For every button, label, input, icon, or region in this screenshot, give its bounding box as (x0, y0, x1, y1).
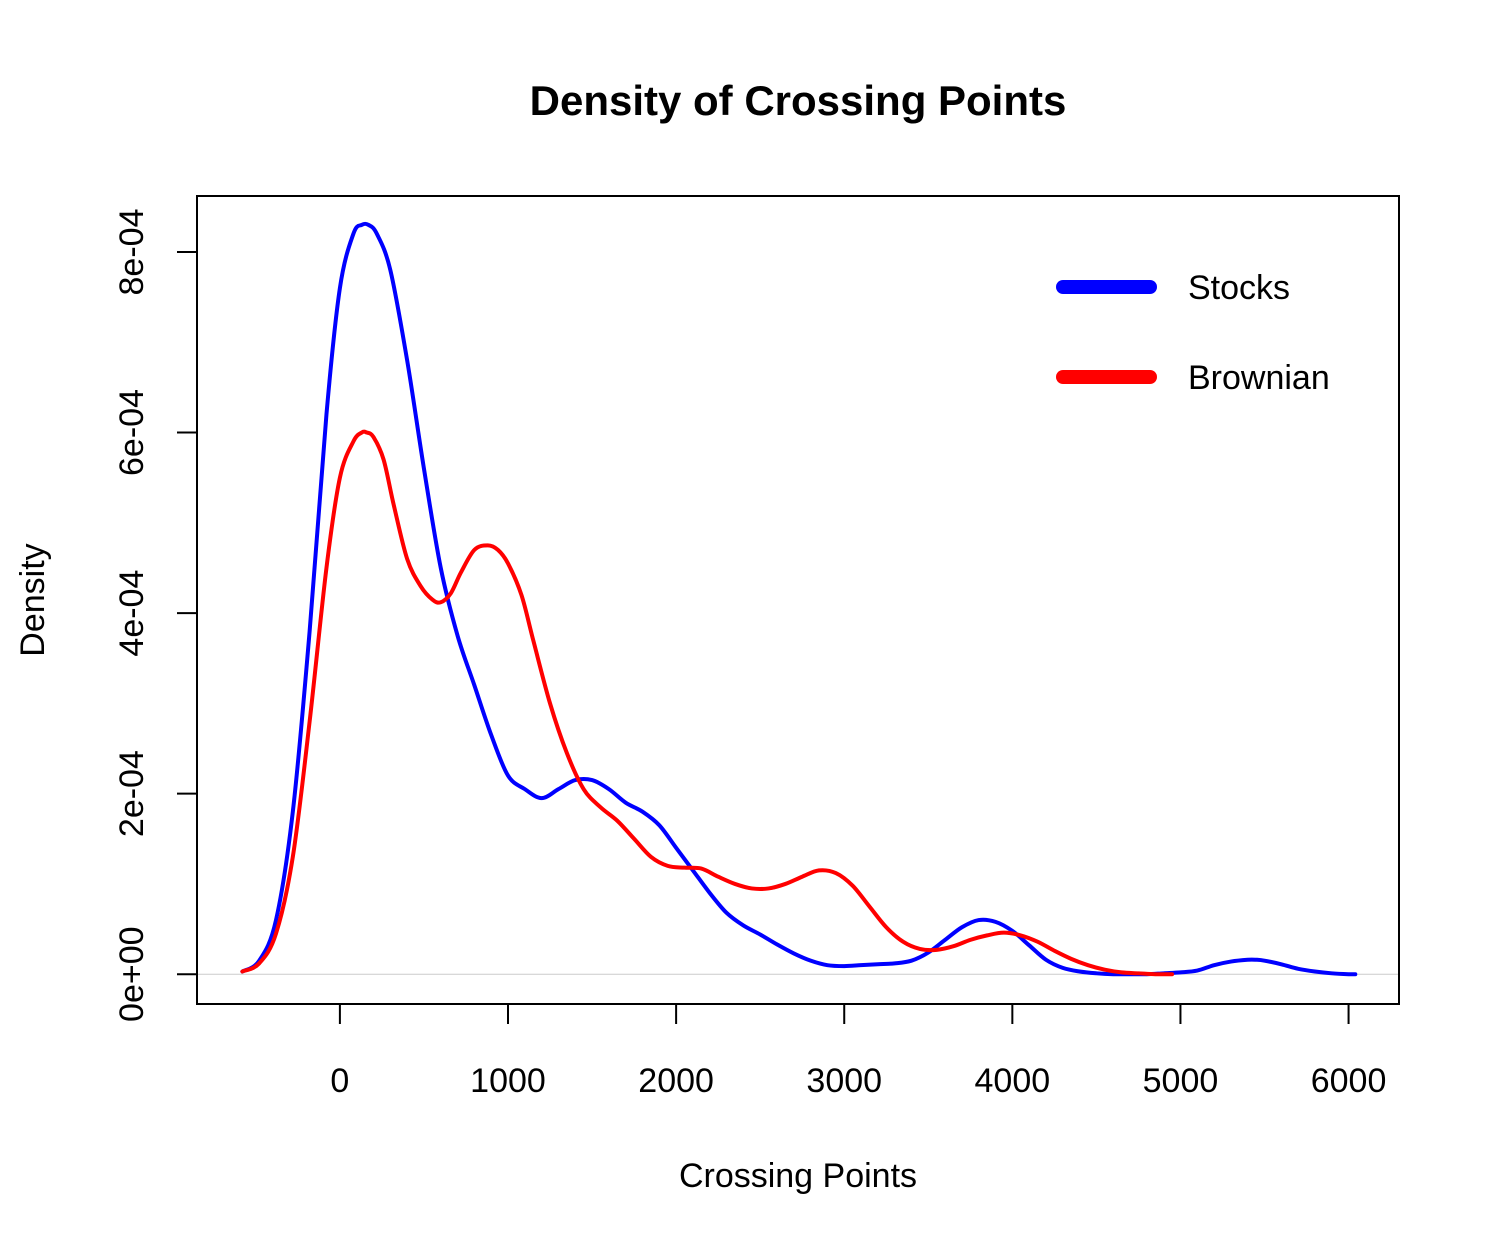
y-tick-label: 8e-04 (113, 209, 151, 296)
legend: Stocks Brownian (1056, 269, 1330, 397)
x-tick-label: 2000 (638, 1062, 714, 1100)
chart-title: Density of Crossing Points (530, 77, 1067, 124)
series-line-stocks (240, 221, 1358, 977)
x-tick-label: 5000 (1143, 1062, 1219, 1100)
x-axis: 0 1000 2000 3000 4000 5000 6000 (330, 1003, 1387, 1100)
y-tick-label: 0e+00 (113, 926, 151, 1022)
x-tick-label: 6000 (1311, 1062, 1387, 1100)
x-tick-label: 3000 (806, 1062, 882, 1100)
y-tick-label: 6e-04 (113, 389, 151, 476)
x-tick-label: 1000 (470, 1062, 546, 1100)
plot-area (197, 221, 1399, 977)
x-tick-label: 0 (330, 1062, 349, 1100)
x-tick-label: 4000 (975, 1062, 1051, 1100)
y-axis-label: Density (14, 543, 52, 656)
series-line-brownian (240, 429, 1175, 977)
y-tick-label: 2e-04 (113, 750, 151, 837)
y-tick-label: 4e-04 (113, 570, 151, 657)
legend-label-brownian: Brownian (1188, 359, 1330, 397)
plot-border (196, 195, 1400, 1005)
y-axis: 0e+00 2e-04 4e-04 6e-04 8e-04 (113, 209, 198, 1022)
x-axis-label: Crossing Points (679, 1157, 917, 1195)
legend-label-stocks: Stocks (1188, 269, 1290, 307)
